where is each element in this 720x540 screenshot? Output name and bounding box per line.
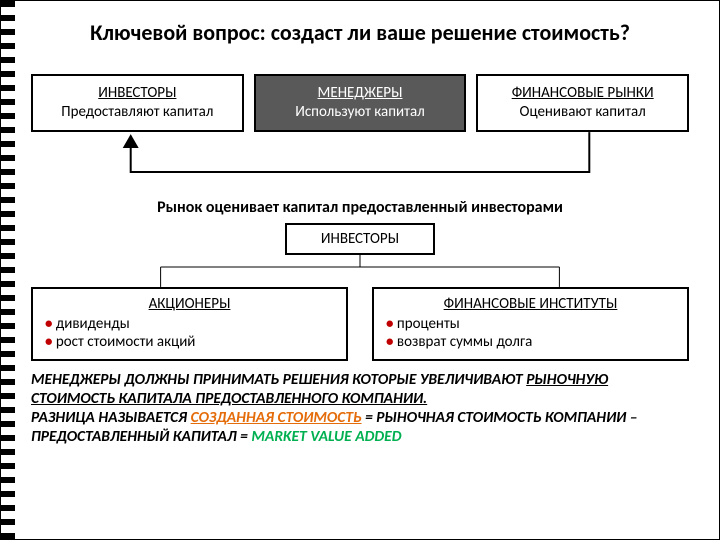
bullet: • дивиденды: [45, 315, 334, 333]
box-investors-small: ИНВЕСТОРЫ: [285, 223, 435, 255]
box-managers: МЕНЕДЖЕРЫ Используют капитал: [254, 74, 467, 132]
split-connector-area: [31, 253, 689, 289]
box-investors-h: ИНВЕСТОРЫ: [98, 84, 176, 102]
slide: Ключевой вопрос: создаст ли ваше решение…: [1, 1, 719, 539]
box-markets-h: ФИНАНСОВЫЕ РЫНКИ: [512, 84, 654, 102]
box-markets: ФИНАНСОВЫЕ РЫНКИ Оценивают капитал: [476, 74, 689, 132]
feedback-arrow: [31, 132, 689, 202]
box-shareholders-h: АКЦИОНЕРЫ: [45, 295, 334, 314]
bullet-text: проценты: [397, 315, 460, 333]
split-connector: [31, 253, 689, 289]
box-managers-h: МЕНЕДЖЕРЫ: [318, 84, 403, 102]
footer-orange: СОЗДАННАЯ СТОИМОСТЬ: [191, 408, 362, 427]
top-row: ИНВЕСТОРЫ Предоставляют капитал МЕНЕДЖЕР…: [31, 74, 689, 132]
box-markets-sub: Оценивают капитал: [486, 103, 679, 122]
bullet: • возврат суммы долга: [386, 333, 675, 351]
bullet-text: рост стоимости акций: [56, 333, 196, 351]
footer-text: МЕНЕДЖЕРЫ ДОЛЖНЫ ПРИНИМАТЬ РЕШЕНИЯ КОТОР…: [31, 371, 689, 447]
bottom-row: АКЦИОНЕРЫ • дивиденды • рост стоимости а…: [31, 287, 689, 362]
box-fin-institutions-h: ФИНАНСОВЫЕ ИНСТИТУТЫ: [386, 295, 675, 314]
footer-p1a: МЕНЕДЖЕРЫ ДОЛЖНЫ ПРИНИМАТЬ РЕШЕНИЯ КОТОР…: [31, 370, 526, 389]
feedback-arrow-area: [31, 132, 689, 202]
slide-title: Ключевой вопрос: создаст ли ваше решение…: [31, 19, 689, 46]
box-investors: ИНВЕСТОРЫ Предоставляют капитал: [31, 74, 244, 132]
box-shareholders: АКЦИОНЕРЫ • дивиденды • рост стоимости а…: [31, 287, 348, 362]
bullet-text: возврат суммы долга: [397, 333, 532, 351]
box-managers-sub: Используют капитал: [264, 103, 457, 122]
footer-p2a: РАЗНИЦА НАЗЫВАЕТСЯ: [31, 408, 191, 427]
footer-green: MARKET VALUE ADDED: [251, 427, 401, 446]
bullet: • рост стоимости акций: [45, 333, 334, 351]
bullet-text: дивиденды: [56, 315, 130, 333]
bullet: • проценты: [386, 315, 675, 333]
box-fin-institutions: ФИНАНСОВЫЕ ИНСТИТУТЫ • проценты • возвра…: [372, 287, 689, 362]
box-investors-sub: Предоставляют капитал: [41, 103, 234, 122]
